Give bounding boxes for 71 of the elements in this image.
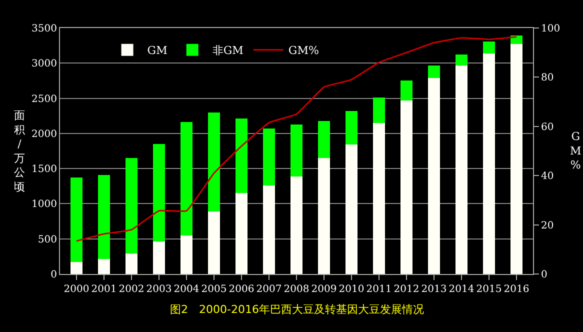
x-tick-label: 2016 — [504, 284, 530, 295]
bar — [208, 211, 220, 274]
bar — [262, 185, 276, 274]
x-tick-label: 2001 — [91, 284, 117, 295]
bar — [345, 110, 358, 145]
x-tick-label: 2006 — [228, 284, 254, 295]
y-tick-label: 1000 — [32, 199, 57, 210]
x-tick-label: 2005 — [201, 284, 227, 295]
y2-tick-label: 20 — [541, 220, 554, 232]
y2-tick-label: 60 — [541, 122, 554, 133]
bar — [428, 65, 440, 78]
x-tick-label: 2014 — [448, 284, 474, 295]
y2-axis-title: GM% — [570, 130, 582, 172]
bar — [510, 44, 523, 274]
bar — [400, 100, 413, 274]
y-tick-label: 0 — [50, 270, 57, 280]
bar — [400, 80, 413, 100]
y2-tick-label: 40 — [541, 171, 554, 182]
legend-label: 非GM — [212, 44, 244, 58]
y-tick-label: 1500 — [32, 164, 57, 176]
x-tick-label: 2003 — [146, 284, 172, 295]
x-tick-label: 2009 — [311, 284, 337, 295]
bar — [428, 78, 440, 274]
bar — [262, 128, 276, 186]
bar — [208, 112, 220, 212]
x-tick-label: 2002 — [118, 284, 144, 295]
y-tick-label: 2000 — [32, 128, 57, 140]
bar — [152, 144, 166, 242]
bar — [70, 178, 83, 262]
x-tick-label: 2008 — [284, 284, 310, 295]
bar — [372, 122, 386, 274]
caption: 图2 2000-2016年巴西大豆及转基因大豆发展情况 — [170, 303, 424, 316]
bar — [98, 174, 110, 260]
y-tick-label: 3500 — [32, 24, 57, 34]
x-tick-label: 2004 — [174, 284, 200, 295]
bar — [125, 254, 138, 274]
bar — [318, 120, 330, 158]
bar — [455, 54, 468, 66]
bar — [318, 158, 330, 274]
bar — [482, 41, 496, 54]
x-tick-label: 2010 — [338, 284, 364, 295]
x-tick-label: 2012 — [394, 284, 420, 295]
y2-tick-label: 80 — [541, 72, 554, 84]
bar — [290, 176, 303, 274]
x-tick-label: 2015 — [476, 284, 502, 295]
x-tick-label: 2011 — [366, 284, 392, 295]
line-series — [76, 36, 518, 242]
y2-tick-label: 100 — [541, 24, 560, 34]
x-tick-label: 2000 — [64, 284, 90, 295]
bar — [345, 144, 358, 274]
bar — [290, 124, 303, 176]
bar — [235, 193, 248, 274]
x-tick-label: 2013 — [421, 284, 447, 295]
bar — [180, 122, 193, 236]
bar — [125, 158, 138, 254]
bar — [180, 235, 193, 274]
bar — [235, 118, 248, 194]
y-tick-label: 3000 — [32, 58, 57, 70]
bar — [98, 259, 110, 274]
bar — [152, 242, 166, 274]
bar — [455, 65, 468, 274]
y-tick-label: 500 — [38, 234, 57, 246]
x-tick-label: 2007 — [256, 284, 282, 295]
y2-tick-label: 0 — [541, 270, 548, 280]
bar — [482, 53, 496, 274]
bar — [70, 262, 83, 274]
y-tick-label: 2500 — [32, 94, 57, 105]
legend-label: GM% — [288, 44, 319, 58]
bar — [372, 98, 386, 123]
legend-label: GM — [147, 44, 168, 58]
y-axis-title: 面积/万公顷 — [14, 109, 25, 194]
